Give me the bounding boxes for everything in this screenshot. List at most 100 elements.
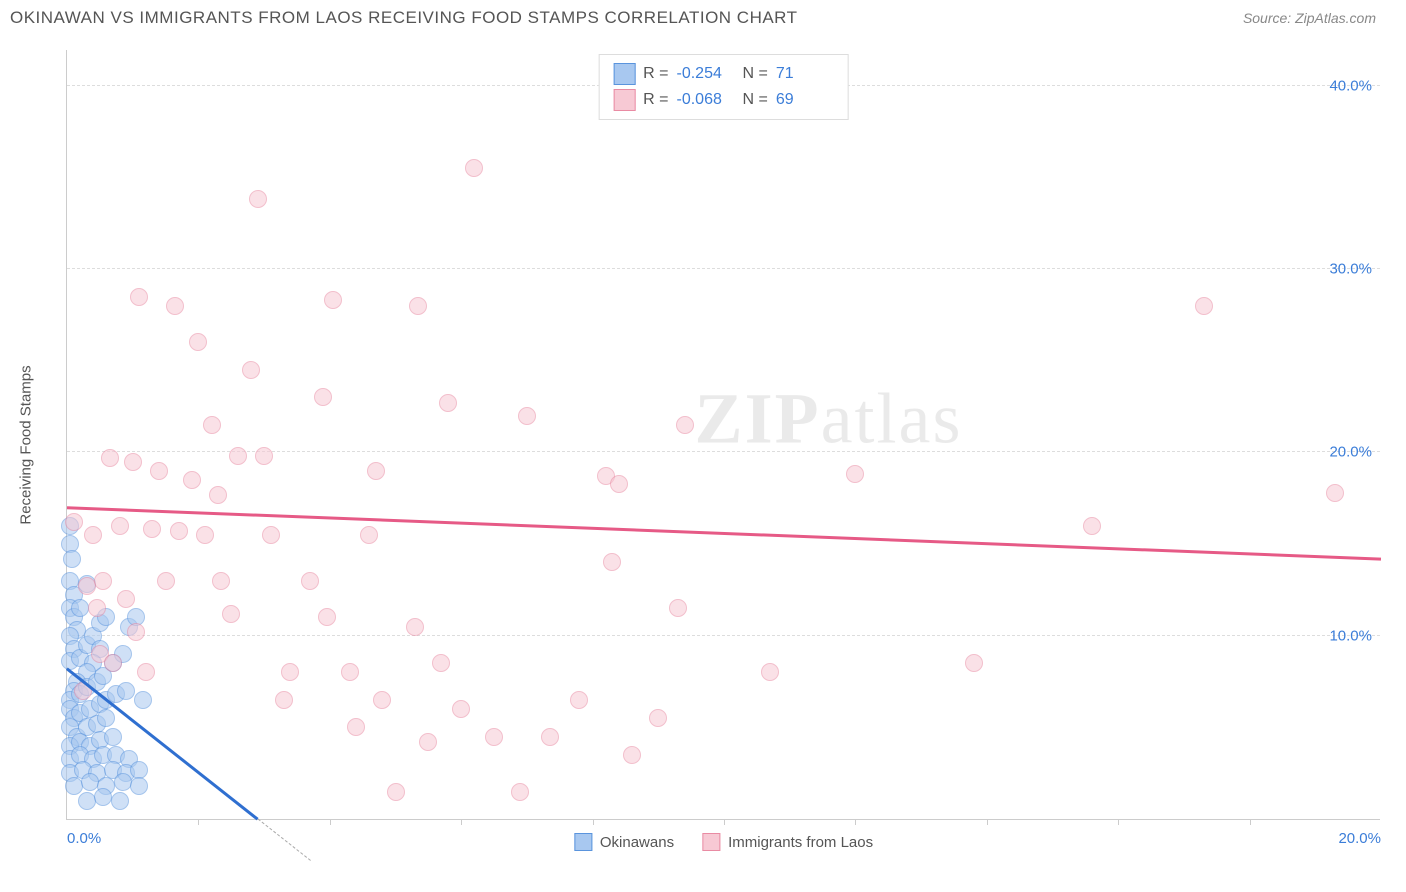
data-point <box>347 718 365 736</box>
data-point <box>170 522 188 540</box>
data-point <box>183 471 201 489</box>
legend-swatch <box>613 89 635 111</box>
data-point <box>117 590 135 608</box>
x-tick <box>987 819 988 825</box>
gridline <box>67 268 1380 269</box>
data-point <box>1195 297 1213 315</box>
data-point <box>373 691 391 709</box>
data-point <box>94 788 112 806</box>
data-point <box>104 654 122 672</box>
y-axis-label: Receiving Food Stamps <box>18 365 35 524</box>
x-tick <box>330 819 331 825</box>
chart-container: Receiving Food Stamps ZIPatlas R =-0.254… <box>50 50 1380 840</box>
n-label: N = <box>743 91 768 109</box>
data-point <box>65 777 83 795</box>
n-value: 69 <box>776 91 834 109</box>
data-point <box>649 709 667 727</box>
data-point <box>166 297 184 315</box>
data-point <box>124 453 142 471</box>
data-point <box>846 465 864 483</box>
data-point <box>406 618 424 636</box>
data-point <box>432 654 450 672</box>
data-point <box>130 288 148 306</box>
x-tick-label: 0.0% <box>67 830 101 847</box>
data-point <box>157 572 175 590</box>
legend-swatch <box>702 833 720 851</box>
data-point <box>84 526 102 544</box>
data-point <box>419 733 437 751</box>
legend-series-label: Okinawans <box>600 834 674 851</box>
legend-correlation-row: R = -0.068 N = 69 <box>613 87 834 113</box>
legend-correlation-row: R =-0.254N =71 <box>613 61 834 87</box>
data-point <box>71 599 89 617</box>
data-point <box>134 691 152 709</box>
data-point <box>1326 484 1344 502</box>
data-point <box>603 553 621 571</box>
n-label: N = <box>743 65 768 83</box>
data-point <box>301 572 319 590</box>
data-point <box>1083 517 1101 535</box>
data-point <box>137 663 155 681</box>
data-point <box>485 728 503 746</box>
data-point <box>196 526 214 544</box>
data-point <box>94 572 112 590</box>
source-label: Source: ZipAtlas.com <box>1243 10 1376 26</box>
data-point <box>130 761 148 779</box>
legend-correlation-box: R =-0.254N =71R =-0.068N =69 <box>598 54 849 120</box>
data-point <box>465 159 483 177</box>
y-tick-label: 30.0% <box>1329 261 1372 278</box>
data-point <box>143 520 161 538</box>
data-point <box>761 663 779 681</box>
x-tick <box>198 819 199 825</box>
data-point <box>111 517 129 535</box>
data-point <box>281 663 299 681</box>
data-point <box>88 599 106 617</box>
data-point <box>324 291 342 309</box>
x-tick <box>461 819 462 825</box>
data-point <box>111 792 129 810</box>
r-value: -0.068 <box>677 91 735 109</box>
plot-area: ZIPatlas R =-0.254N =71R =-0.068N =69 Ok… <box>66 50 1380 820</box>
legend-swatch <box>574 833 592 851</box>
y-tick-label: 40.0% <box>1329 77 1372 94</box>
legend-series-item: Okinawans <box>574 833 674 851</box>
x-tick <box>724 819 725 825</box>
data-point <box>623 746 641 764</box>
data-point <box>965 654 983 672</box>
data-point <box>511 783 529 801</box>
data-point <box>360 526 378 544</box>
data-point <box>669 599 687 617</box>
data-point <box>209 486 227 504</box>
gridline <box>67 635 1380 636</box>
data-point <box>81 773 99 791</box>
data-point <box>255 447 273 465</box>
data-point <box>541 728 559 746</box>
data-point <box>130 777 148 795</box>
data-point <box>229 447 247 465</box>
data-point <box>518 407 536 425</box>
chart-header: OKINAWAN VS IMMIGRANTS FROM LAOS RECEIVI… <box>0 0 1406 32</box>
x-tick <box>855 819 856 825</box>
data-point <box>117 682 135 700</box>
data-point <box>610 475 628 493</box>
legend-series-label: Immigrants from Laos <box>728 834 873 851</box>
n-value: 71 <box>776 65 834 83</box>
x-tick <box>593 819 594 825</box>
data-point <box>570 691 588 709</box>
data-point <box>101 449 119 467</box>
data-point <box>387 783 405 801</box>
r-label: R = <box>643 91 668 109</box>
y-tick-label: 10.0% <box>1329 627 1372 644</box>
legend-series: Okinawans Immigrants from Laos <box>574 833 873 851</box>
data-point <box>97 709 115 727</box>
data-point <box>318 608 336 626</box>
data-point <box>212 572 230 590</box>
x-tick <box>1250 819 1251 825</box>
data-point <box>249 190 267 208</box>
data-point <box>242 361 260 379</box>
data-point <box>63 550 81 568</box>
data-point <box>314 388 332 406</box>
data-point <box>203 416 221 434</box>
data-point <box>65 513 83 531</box>
y-tick-label: 20.0% <box>1329 444 1372 461</box>
